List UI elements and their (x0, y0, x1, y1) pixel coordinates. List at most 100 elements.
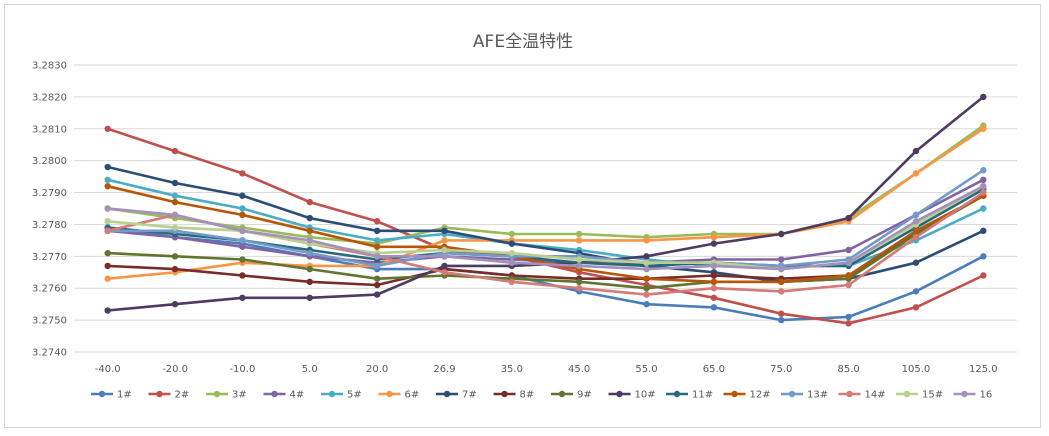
y-tick-label: 3.2820 (32, 92, 67, 103)
legend-item: 7# (436, 390, 477, 401)
legend-swatch-marker (328, 390, 336, 398)
data-point (373, 275, 381, 282)
x-tick-label: 105.0 (902, 364, 931, 375)
data-point (306, 265, 313, 273)
legend-item: 11# (666, 390, 713, 401)
data-point (845, 214, 852, 222)
data-point (980, 189, 987, 196)
y-tick-label: 3.2780 (32, 220, 67, 231)
legend-swatch-marker (961, 390, 968, 398)
data-point (778, 230, 785, 238)
series-line (107, 184, 984, 284)
data-point (373, 243, 381, 250)
data-point (171, 300, 179, 308)
series-line (107, 194, 984, 290)
data-point (171, 211, 179, 219)
data-point (710, 278, 718, 286)
legend-item: 4# (263, 390, 305, 401)
data-point (239, 227, 246, 235)
data-point (373, 291, 381, 298)
data-point (643, 253, 650, 260)
y-axis-ticks: 3.2740 3.2750 3.2760 3.2770 3.2780 3.2790 3.28… (32, 61, 67, 359)
data-point (104, 275, 111, 282)
data-point (778, 278, 785, 286)
data-point (373, 262, 381, 270)
y-tick-label: 3.2740 (32, 348, 67, 359)
data-point (373, 237, 381, 244)
legend-swatch-marker (903, 390, 911, 398)
data-point (643, 291, 650, 298)
data-point (980, 125, 987, 132)
data-point (104, 205, 111, 212)
legend-swatch-marker (558, 390, 566, 398)
series-3 (104, 122, 987, 247)
data-point (239, 205, 246, 212)
data-point (980, 272, 987, 279)
data-point (373, 253, 381, 260)
data-point (373, 218, 381, 225)
data-point (710, 294, 718, 301)
data-point (104, 163, 111, 171)
legend-swatch-marker (616, 390, 623, 398)
data-point (845, 246, 852, 254)
data-point (104, 176, 111, 183)
chart-frame: AFE全温特性 3.2740 3.2750 3.2760 3.2770 3.2780 3.… (4, 4, 1041, 428)
data-point (239, 192, 246, 199)
legend-label: 6# (405, 390, 420, 401)
data-point (441, 227, 448, 235)
y-tick-label: 3.2770 (32, 252, 67, 263)
data-point (912, 218, 920, 225)
data-point (845, 272, 852, 279)
data-point (912, 170, 920, 177)
data-point (912, 227, 920, 235)
chart-canvas: AFE全温特性 3.27403.27503.27603.27703.27803.… (32, 32, 1017, 401)
data-point (845, 259, 852, 266)
data-point (710, 272, 718, 279)
data-point (306, 249, 313, 257)
data-point (980, 93, 987, 101)
data-point (508, 249, 516, 257)
series-line (107, 127, 985, 280)
legend-label: 5# (347, 390, 362, 401)
legend-label: 9# (577, 390, 592, 401)
legend-item: 2# (148, 390, 189, 401)
data-point (778, 256, 785, 263)
data-point (441, 246, 448, 254)
x-tick-label: 125.0 (969, 364, 998, 375)
data-point (171, 224, 179, 231)
legend-item: 9# (551, 390, 592, 401)
data-point (171, 179, 179, 187)
x-tick-label: 55.0 (635, 364, 657, 375)
data-point (575, 237, 583, 244)
legend-label: 13# (807, 390, 828, 401)
data-point (508, 230, 516, 238)
legend-label: 12# (750, 390, 771, 401)
data-point (171, 198, 179, 206)
legend-swatch-marker (731, 390, 738, 398)
data-point (912, 211, 920, 219)
data-point (845, 320, 852, 327)
data-point (912, 234, 920, 241)
data-point (373, 281, 381, 289)
data-point (508, 259, 516, 266)
series-16 (104, 182, 987, 273)
data-point (575, 256, 583, 263)
legend-swatch-marker (98, 390, 106, 398)
data-point (778, 288, 785, 295)
data-point (980, 167, 987, 174)
data-point (980, 205, 987, 212)
x-tick-label: 65.0 (703, 364, 725, 375)
data-point (239, 170, 246, 177)
series-line (107, 226, 984, 322)
data-point (643, 259, 650, 266)
data-point (710, 262, 718, 270)
y-tick-label: 3.2800 (32, 156, 67, 167)
legend-label: 4# (290, 390, 305, 401)
series-line (107, 185, 984, 271)
data-point (441, 237, 448, 244)
x-tick-label: 5.0 (302, 364, 318, 375)
legend-label: 8# (520, 390, 535, 401)
data-point (575, 278, 583, 286)
data-point (104, 249, 111, 257)
data-point (845, 281, 852, 289)
